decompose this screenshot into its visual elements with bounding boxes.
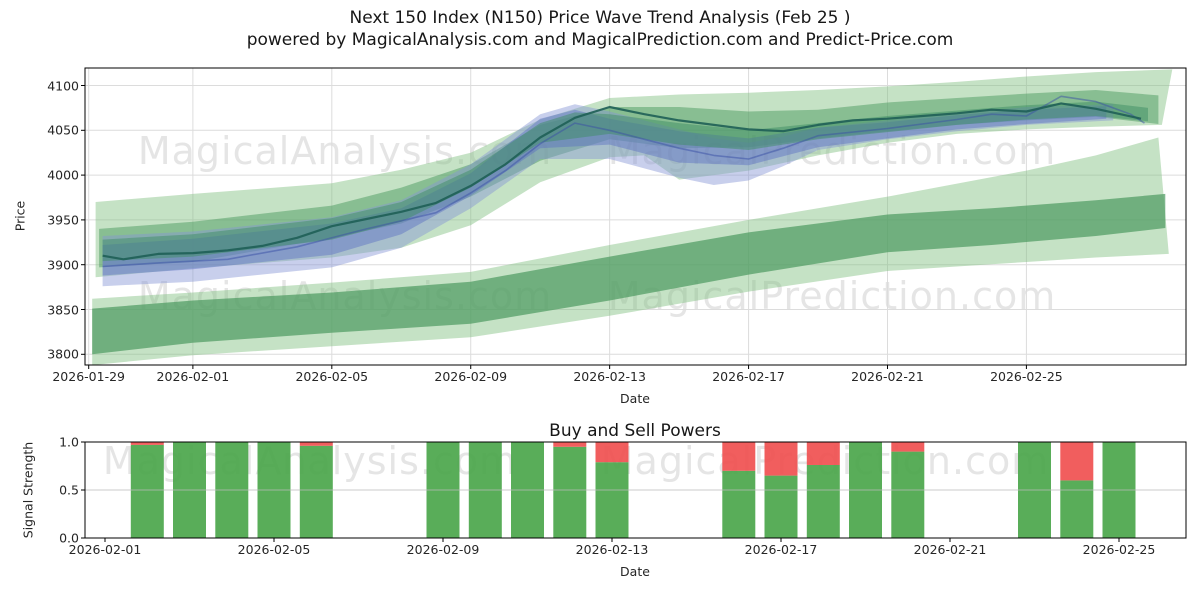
signal-chart-x-tick-label: 2026-02-25 <box>1082 541 1156 557</box>
signal-chart-y-tick-label: 0.0 <box>59 530 79 546</box>
price-axis-label: Price <box>12 200 28 232</box>
price-chart-bands <box>92 69 1173 365</box>
price-chart-y-tick-label: 4050 <box>47 122 79 138</box>
price-chart-y-tick-label: 3800 <box>47 346 79 362</box>
price-chart-x-tick-label: 2026-01-29 <box>52 369 126 384</box>
figure-title: Next 150 Index (N150) Price Wave Trend A… <box>349 8 851 28</box>
price-chart-y-tick-label: 3850 <box>47 302 79 317</box>
signal-chart-y-tick-label: 0.5 <box>59 482 79 498</box>
signal-chart-title: Buy and Sell Powers <box>549 421 721 441</box>
signal-chart-y-tick-label: 1.0 <box>59 434 79 450</box>
price-chart-x-tick-label: 2026-02-25 <box>990 369 1063 384</box>
price-chart-x-tick-label: 2026-02-21 <box>851 369 924 384</box>
signal-chart-x-tick-label: 2026-02-01 <box>68 541 142 557</box>
price-chart-x-tick-label: 2026-02-05 <box>295 369 369 384</box>
price-chart-y-tick-label: 3950 <box>47 212 79 228</box>
signal-strength-axis-label: Signal Strength <box>20 441 36 539</box>
figure-subtitle: powered by MagicalAnalysis.com and Magic… <box>246 30 954 50</box>
signal-chart-x-tick-label: 2026-02-05 <box>237 541 311 557</box>
signal-chart-x-tick-label: 2026-02-09 <box>406 541 480 557</box>
price-chart-y-tick-label: 3900 <box>47 257 79 273</box>
price-chart-x-tick-label: 2026-02-01 <box>156 369 230 384</box>
top-date-axis-label: Date <box>620 391 650 406</box>
price-chart-x-tick-label: 2026-02-13 <box>573 369 646 384</box>
price-chart-y-tick-label: 4000 <box>47 167 79 183</box>
signal-chart-x-tick-label: 2026-02-13 <box>575 541 649 557</box>
axes-spines-and-ticks <box>81 67 1187 542</box>
bottom-date-axis-label: Date <box>620 564 650 579</box>
price-chart-x-tick-label: 2026-02-09 <box>434 369 508 384</box>
signal-chart-x-tick-label: 2026-02-21 <box>913 541 987 557</box>
price-chart-lines <box>102 95 1145 268</box>
price-chart-y-tick-label: 4100 <box>47 78 79 93</box>
signal-chart-x-tick-label: 2026-02-17 <box>744 541 818 557</box>
price-chart-x-tick-label: 2026-02-17 <box>712 369 785 384</box>
